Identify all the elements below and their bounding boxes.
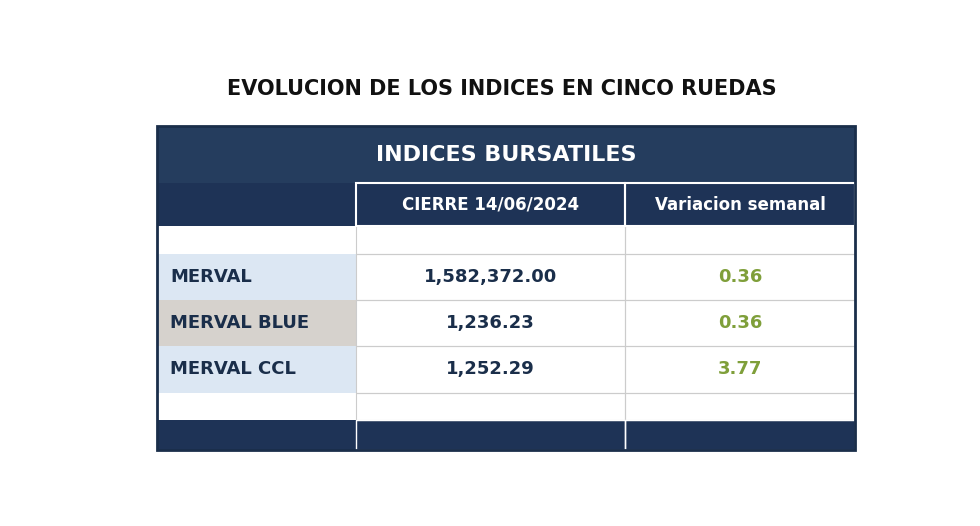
Bar xyxy=(356,254,625,300)
Bar xyxy=(625,420,856,450)
Bar xyxy=(625,300,856,346)
Bar xyxy=(157,226,856,254)
Text: 0.36: 0.36 xyxy=(718,268,762,286)
Text: CIERRE 14/06/2024: CIERRE 14/06/2024 xyxy=(402,196,579,214)
Text: 0.36: 0.36 xyxy=(718,314,762,332)
Bar xyxy=(157,300,856,346)
Bar xyxy=(356,183,625,226)
Bar xyxy=(356,300,625,346)
Bar xyxy=(157,183,856,226)
Bar xyxy=(625,346,856,392)
Text: INDICES BURSATILES: INDICES BURSATILES xyxy=(375,145,636,165)
Bar xyxy=(157,254,856,300)
Bar xyxy=(157,126,856,450)
Bar xyxy=(356,392,625,420)
Bar xyxy=(157,346,856,392)
Text: EVOLUCION DE LOS INDICES EN CINCO RUEDAS: EVOLUCION DE LOS INDICES EN CINCO RUEDAS xyxy=(227,79,777,99)
Bar xyxy=(625,254,856,300)
Bar xyxy=(356,346,625,392)
Bar xyxy=(625,183,856,226)
Text: MERVAL: MERVAL xyxy=(171,268,252,286)
Bar xyxy=(157,126,856,183)
Text: Variacion semanal: Variacion semanal xyxy=(655,196,825,214)
Text: 1,582,372.00: 1,582,372.00 xyxy=(423,268,557,286)
Text: 1,236.23: 1,236.23 xyxy=(446,314,535,332)
Text: MERVAL BLUE: MERVAL BLUE xyxy=(171,314,310,332)
Bar xyxy=(625,300,856,346)
Bar xyxy=(157,420,856,450)
Bar xyxy=(625,226,856,254)
Bar xyxy=(356,420,625,450)
Bar xyxy=(356,254,625,300)
Bar xyxy=(356,346,625,392)
Bar xyxy=(625,346,856,392)
Bar xyxy=(625,254,856,300)
Bar xyxy=(356,300,625,346)
Text: 1,252.29: 1,252.29 xyxy=(446,360,535,378)
Bar xyxy=(356,226,625,254)
Bar xyxy=(625,392,856,420)
Text: 3.77: 3.77 xyxy=(718,360,762,378)
Text: MERVAL CCL: MERVAL CCL xyxy=(171,360,296,378)
Bar xyxy=(157,392,856,420)
